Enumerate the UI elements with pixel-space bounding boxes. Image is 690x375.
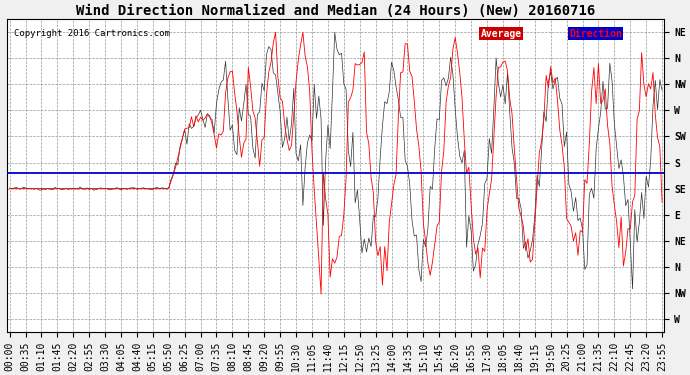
Text: Average: Average — [480, 29, 522, 39]
Title: Wind Direction Normalized and Median (24 Hours) (New) 20160716: Wind Direction Normalized and Median (24… — [76, 4, 595, 18]
Text: Copyright 2016 Cartronics.com: Copyright 2016 Cartronics.com — [14, 29, 170, 38]
Text: Direction: Direction — [569, 29, 622, 39]
